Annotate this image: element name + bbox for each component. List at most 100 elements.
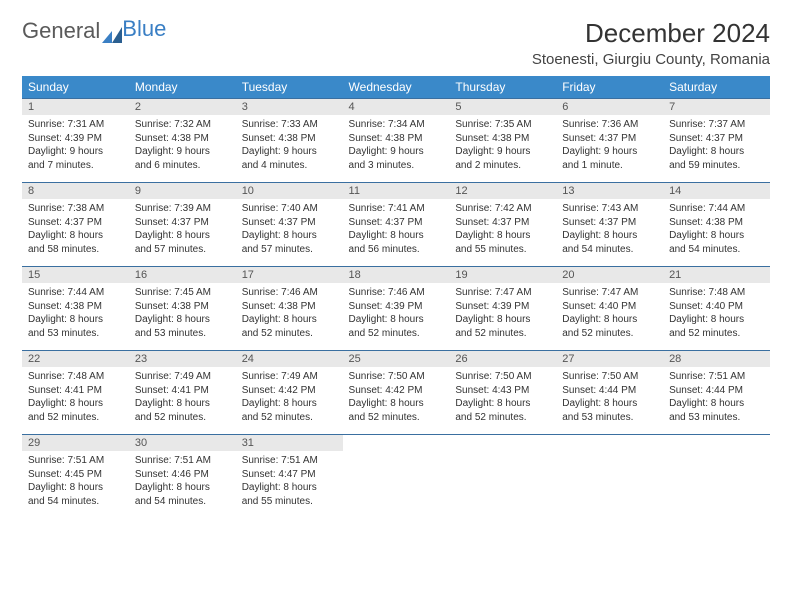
sunrise-text: Sunrise: 7:48 AM xyxy=(669,286,764,300)
daylight-text-2: and 55 minutes. xyxy=(242,495,337,509)
daylight-text-2: and 59 minutes. xyxy=(669,159,764,173)
day-detail-cell: Sunrise: 7:49 AMSunset: 4:41 PMDaylight:… xyxy=(129,367,236,435)
daylight-text: Daylight: 8 hours xyxy=(562,397,657,411)
daylight-text-2: and 52 minutes. xyxy=(349,327,444,341)
day-detail-cell: Sunrise: 7:47 AMSunset: 4:39 PMDaylight:… xyxy=(449,283,556,351)
day-number-cell xyxy=(343,435,450,452)
day-detail-cell xyxy=(449,451,556,518)
day-detail-cell: Sunrise: 7:37 AMSunset: 4:37 PMDaylight:… xyxy=(663,115,770,183)
sunrise-text: Sunrise: 7:44 AM xyxy=(28,286,123,300)
day-detail-cell: Sunrise: 7:33 AMSunset: 4:38 PMDaylight:… xyxy=(236,115,343,183)
sunrise-text: Sunrise: 7:45 AM xyxy=(135,286,230,300)
sunrise-text: Sunrise: 7:44 AM xyxy=(669,202,764,216)
logo-text-1: General xyxy=(22,18,100,44)
day-number-row: 891011121314 xyxy=(22,183,770,200)
day-number-row: 293031 xyxy=(22,435,770,452)
daylight-text-2: and 53 minutes. xyxy=(28,327,123,341)
day-number-cell: 4 xyxy=(343,99,450,116)
day-number-cell: 18 xyxy=(343,267,450,284)
sunset-text: Sunset: 4:44 PM xyxy=(669,384,764,398)
day-detail-cell: Sunrise: 7:46 AMSunset: 4:39 PMDaylight:… xyxy=(343,283,450,351)
daylight-text: Daylight: 8 hours xyxy=(349,229,444,243)
daylight-text-2: and 4 minutes. xyxy=(242,159,337,173)
weekday-header: Monday xyxy=(129,76,236,99)
day-detail-cell: Sunrise: 7:41 AMSunset: 4:37 PMDaylight:… xyxy=(343,199,450,267)
day-number-row: 15161718192021 xyxy=(22,267,770,284)
sunset-text: Sunset: 4:37 PM xyxy=(135,216,230,230)
day-number-cell: 28 xyxy=(663,351,770,368)
day-detail-cell: Sunrise: 7:45 AMSunset: 4:38 PMDaylight:… xyxy=(129,283,236,351)
day-number-cell: 19 xyxy=(449,267,556,284)
day-detail-cell: Sunrise: 7:49 AMSunset: 4:42 PMDaylight:… xyxy=(236,367,343,435)
sunset-text: Sunset: 4:39 PM xyxy=(455,300,550,314)
daylight-text: Daylight: 8 hours xyxy=(135,229,230,243)
day-number-cell: 10 xyxy=(236,183,343,200)
daylight-text-2: and 54 minutes. xyxy=(28,495,123,509)
daylight-text-2: and 7 minutes. xyxy=(28,159,123,173)
daylight-text-2: and 53 minutes. xyxy=(562,411,657,425)
logo: General Blue xyxy=(22,18,166,44)
day-detail-cell: Sunrise: 7:51 AMSunset: 4:44 PMDaylight:… xyxy=(663,367,770,435)
weekday-header: Tuesday xyxy=(236,76,343,99)
daylight-text-2: and 53 minutes. xyxy=(669,411,764,425)
daylight-text: Daylight: 9 hours xyxy=(28,145,123,159)
sunset-text: Sunset: 4:37 PM xyxy=(28,216,123,230)
day-number-cell: 20 xyxy=(556,267,663,284)
day-number-cell xyxy=(449,435,556,452)
day-detail-cell: Sunrise: 7:46 AMSunset: 4:38 PMDaylight:… xyxy=(236,283,343,351)
sunset-text: Sunset: 4:42 PM xyxy=(349,384,444,398)
day-number-cell: 25 xyxy=(343,351,450,368)
day-number-cell: 13 xyxy=(556,183,663,200)
daylight-text-2: and 52 minutes. xyxy=(242,411,337,425)
day-detail-row: Sunrise: 7:48 AMSunset: 4:41 PMDaylight:… xyxy=(22,367,770,435)
sunrise-text: Sunrise: 7:34 AM xyxy=(349,118,444,132)
day-number-cell: 30 xyxy=(129,435,236,452)
sunset-text: Sunset: 4:43 PM xyxy=(455,384,550,398)
daylight-text: Daylight: 8 hours xyxy=(242,481,337,495)
day-detail-cell: Sunrise: 7:42 AMSunset: 4:37 PMDaylight:… xyxy=(449,199,556,267)
day-detail-cell: Sunrise: 7:34 AMSunset: 4:38 PMDaylight:… xyxy=(343,115,450,183)
sunrise-text: Sunrise: 7:49 AM xyxy=(242,370,337,384)
sunrise-text: Sunrise: 7:32 AM xyxy=(135,118,230,132)
day-detail-cell: Sunrise: 7:38 AMSunset: 4:37 PMDaylight:… xyxy=(22,199,129,267)
sunset-text: Sunset: 4:39 PM xyxy=(28,132,123,146)
weekday-header: Wednesday xyxy=(343,76,450,99)
daylight-text: Daylight: 8 hours xyxy=(455,313,550,327)
sunset-text: Sunset: 4:38 PM xyxy=(455,132,550,146)
sunset-text: Sunset: 4:38 PM xyxy=(669,216,764,230)
calendar-table: Sunday Monday Tuesday Wednesday Thursday… xyxy=(22,76,770,518)
sunset-text: Sunset: 4:38 PM xyxy=(242,300,337,314)
day-detail-cell: Sunrise: 7:51 AMSunset: 4:46 PMDaylight:… xyxy=(129,451,236,518)
daylight-text: Daylight: 8 hours xyxy=(28,313,123,327)
daylight-text-2: and 54 minutes. xyxy=(562,243,657,257)
day-number-cell: 11 xyxy=(343,183,450,200)
daylight-text-2: and 1 minute. xyxy=(562,159,657,173)
day-number-cell: 2 xyxy=(129,99,236,116)
weekday-header: Thursday xyxy=(449,76,556,99)
page-title: December 2024 xyxy=(532,18,770,49)
sunrise-text: Sunrise: 7:36 AM xyxy=(562,118,657,132)
day-number-cell: 1 xyxy=(22,99,129,116)
daylight-text: Daylight: 8 hours xyxy=(455,229,550,243)
daylight-text: Daylight: 8 hours xyxy=(669,397,764,411)
sunrise-text: Sunrise: 7:38 AM xyxy=(28,202,123,216)
day-number-cell: 15 xyxy=(22,267,129,284)
sunrise-text: Sunrise: 7:51 AM xyxy=(242,454,337,468)
daylight-text: Daylight: 8 hours xyxy=(669,313,764,327)
day-number-cell: 12 xyxy=(449,183,556,200)
day-number-cell: 24 xyxy=(236,351,343,368)
sunset-text: Sunset: 4:41 PM xyxy=(135,384,230,398)
header: General Blue December 2024 Stoenesti, Gi… xyxy=(22,18,770,68)
day-number-cell: 16 xyxy=(129,267,236,284)
day-number-cell: 27 xyxy=(556,351,663,368)
sunrise-text: Sunrise: 7:51 AM xyxy=(669,370,764,384)
weekday-header: Saturday xyxy=(663,76,770,99)
sunset-text: Sunset: 4:41 PM xyxy=(28,384,123,398)
sunset-text: Sunset: 4:37 PM xyxy=(349,216,444,230)
sunrise-text: Sunrise: 7:33 AM xyxy=(242,118,337,132)
day-number-cell: 29 xyxy=(22,435,129,452)
weekday-header-row: Sunday Monday Tuesday Wednesday Thursday… xyxy=(22,76,770,99)
sunrise-text: Sunrise: 7:42 AM xyxy=(455,202,550,216)
daylight-text-2: and 58 minutes. xyxy=(28,243,123,257)
sunset-text: Sunset: 4:44 PM xyxy=(562,384,657,398)
